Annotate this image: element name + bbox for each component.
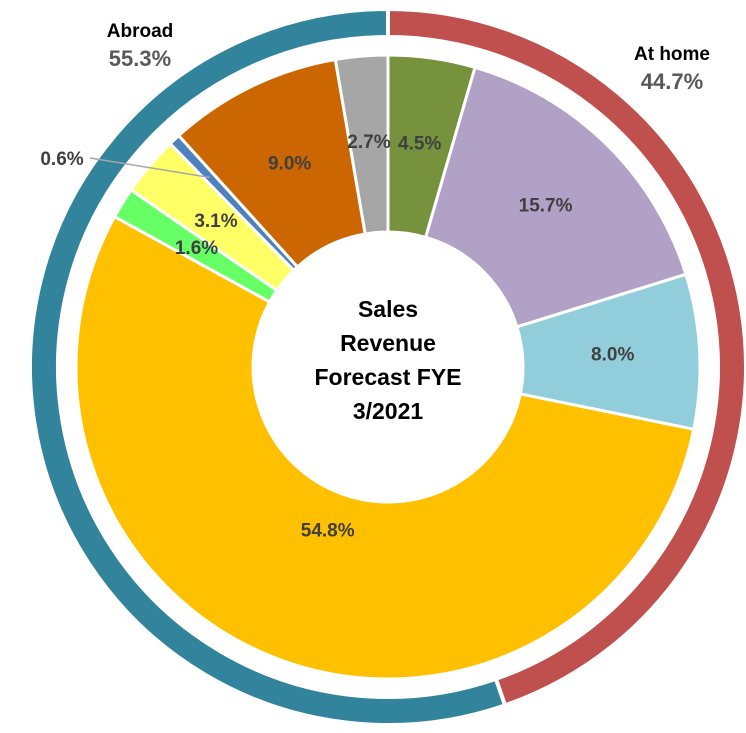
data-label: 15.7%	[519, 195, 573, 216]
outer-value-label: 55.3%	[109, 46, 171, 71]
inner-segment	[333, 53, 390, 236]
leader-line	[89, 157, 211, 179]
outer-value-label: 44.7%	[641, 69, 703, 94]
outer-category-label: At home	[634, 44, 710, 65]
data-label: 4.5%	[398, 133, 441, 154]
inner-segment	[423, 65, 688, 329]
inner-segment	[74, 214, 696, 681]
data-label: 8.0%	[591, 345, 634, 366]
data-label: 0.6%	[40, 149, 83, 170]
data-label: 54.8%	[301, 520, 355, 541]
data-label: 3.1%	[194, 211, 237, 232]
outer-segment	[28, 6, 508, 727]
chart-title: Sales Revenue Forecast FYE 3/2021	[314, 296, 462, 424]
data-label: 1.6%	[175, 238, 218, 259]
data-label: 9.0%	[268, 154, 311, 175]
outer-category-label: Abroad	[107, 21, 174, 42]
data-label: 2.7%	[347, 132, 390, 153]
